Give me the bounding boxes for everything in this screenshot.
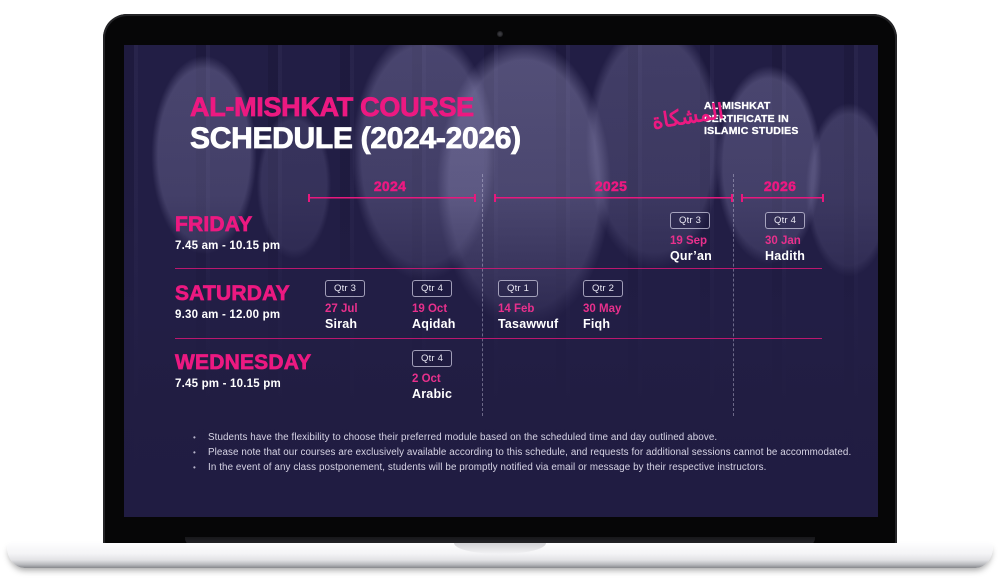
quarter-badge: Qtr 3	[670, 212, 711, 229]
timeline-bar-2024	[308, 194, 476, 202]
note-item: Students have the flexibility to choose …	[193, 430, 853, 445]
year-label-2025: 2025	[594, 178, 628, 195]
entry-date: 30 Jan	[765, 235, 801, 247]
day-time: 7.45 pm - 10.15 pm	[175, 378, 281, 390]
entry-date: 19 Sep	[670, 235, 708, 247]
year-divider-2024-2025	[482, 174, 483, 416]
entry-course: Qur’an	[670, 249, 712, 263]
year-label-2024: 2024	[373, 178, 407, 195]
day-label: WEDNESDAY	[175, 351, 312, 375]
entry-course: Sirah	[325, 317, 358, 331]
schedule-entry-quran: Qtr 3 19 Sep Qur’an	[670, 210, 754, 263]
day-time: 9.30 am - 12.00 pm	[175, 309, 281, 321]
day-row-saturday: SATURDAY 9.30 am - 12.00 pm	[175, 282, 290, 321]
notes-list: Students have the flexibility to choose …	[193, 430, 853, 475]
entry-course: Tasawwuf	[498, 317, 559, 331]
laptop-lid: AL-MISHKAT COURSE SCHEDULE (2024-2026) ا…	[103, 14, 897, 545]
entry-date: 2 Oct	[412, 373, 441, 385]
quarter-badge: Qtr 4	[412, 280, 453, 297]
laptop-hinge	[185, 537, 815, 546]
note-item: Please note that our courses are exclusi…	[193, 445, 853, 460]
brand-logo: المشكاة AL-MISHKAT CERTIFICATE IN ISLAMI…	[650, 97, 799, 141]
quarter-badge: Qtr 4	[412, 350, 453, 367]
brand-logo-text: AL-MISHKAT CERTIFICATE IN ISLAMIC STUDIE…	[704, 100, 799, 138]
timeline-bar-2025	[494, 194, 733, 202]
entry-date: 14 Feb	[498, 303, 535, 315]
entry-course: Fiqh	[583, 317, 611, 331]
camera-icon	[497, 31, 503, 37]
row-divider	[175, 338, 822, 339]
schedule-entry-sirah: Qtr 3 27 Jul Sirah	[325, 278, 409, 331]
day-row-friday: FRIDAY 7.45 am - 10.15 pm	[175, 213, 280, 252]
brand-logo-line1: AL-MISHKAT	[704, 100, 771, 113]
entry-course: Arabic	[412, 387, 453, 401]
day-row-wednesday: WEDNESDAY 7.45 pm - 10.15 pm	[175, 351, 312, 390]
laptop-screen: AL-MISHKAT COURSE SCHEDULE (2024-2026) ا…	[124, 45, 878, 517]
year-divider-2025-2026	[733, 174, 734, 416]
arabic-calligraphy-icon: المشكاة	[650, 99, 726, 134]
row-divider	[175, 268, 822, 269]
brand-logo-line2: CERTIFICATE IN	[704, 112, 789, 125]
quarter-badge: Qtr 2	[583, 280, 624, 297]
schedule-entry-tasawwuf: Qtr 1 14 Feb Tasawwuf	[498, 278, 582, 331]
quarter-badge: Qtr 3	[325, 280, 366, 297]
base-notch	[454, 543, 546, 554]
quarter-badge: Qtr 4	[765, 212, 806, 229]
page-title-line2: SCHEDULE (2024-2026)	[190, 122, 522, 155]
page-title: AL-MISHKAT COURSE SCHEDULE (2024-2026)	[190, 91, 522, 155]
timeline-bar-2026	[741, 194, 824, 202]
entry-date: 30 May	[583, 303, 622, 315]
schedule-entry-fiqh: Qtr 2 30 May Fiqh	[583, 278, 667, 331]
day-time: 7.45 am - 10.15 pm	[175, 240, 281, 252]
day-label: SATURDAY	[175, 282, 290, 306]
schedule-entry-hadith: Qtr 4 30 Jan Hadith	[765, 210, 849, 263]
schedule-entry-arabic: Qtr 4 2 Oct Arabic	[412, 348, 496, 401]
brand-logo-line3: ISLAMIC STUDIES	[704, 125, 799, 138]
page-title-line1: AL-MISHKAT COURSE	[190, 92, 475, 123]
laptop-base	[7, 543, 993, 568]
note-item: In the event of any class postponement, …	[193, 460, 853, 475]
day-label: FRIDAY	[175, 213, 253, 237]
year-label-2026: 2026	[763, 178, 797, 195]
entry-date: 27 Jul	[325, 303, 358, 315]
quarter-badge: Qtr 1	[498, 280, 539, 297]
entry-date: 19 Oct	[412, 303, 448, 315]
entry-course: Hadith	[765, 249, 806, 263]
entry-course: Aqidah	[412, 317, 456, 331]
schedule-entry-aqidah: Qtr 4 19 Oct Aqidah	[412, 278, 496, 331]
